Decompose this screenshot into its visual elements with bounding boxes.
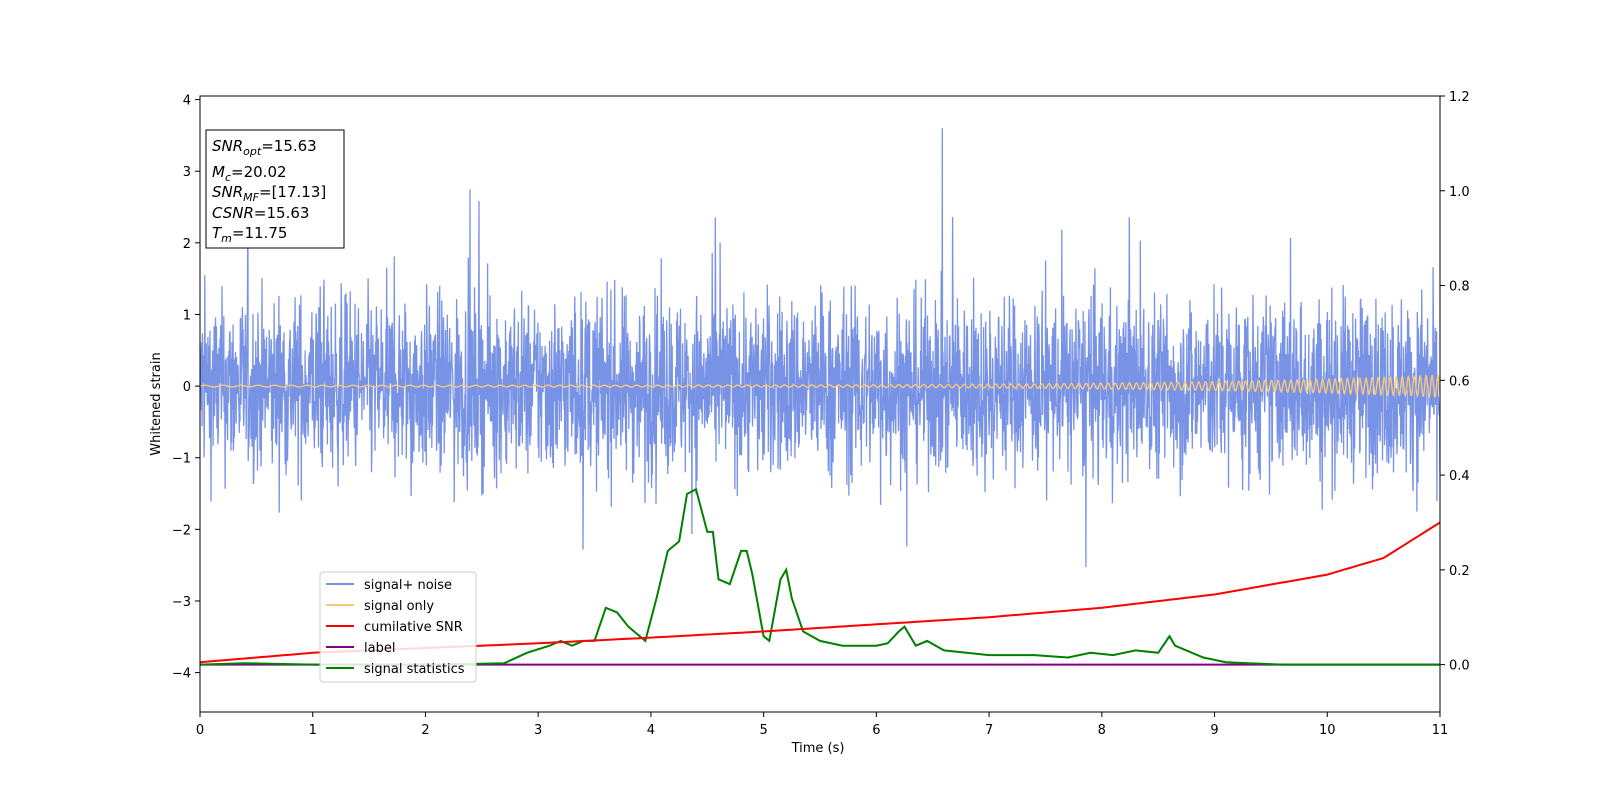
x-tick-label: 2 (421, 723, 429, 738)
x-tick-label: 4 (647, 723, 655, 738)
info-box-frame (205, 129, 345, 249)
x-tick-label: 5 (759, 723, 767, 738)
info-snr-mf: SNRMF=[17.13] (212, 183, 326, 204)
y2-tick-label: 0.2 (1449, 564, 1470, 579)
y-tick-label: 4 (183, 94, 191, 109)
x-tick-label: 11 (1432, 723, 1449, 738)
signal-only-line (200, 373, 1440, 399)
signal-noise-line (200, 128, 1440, 568)
y-tick-label: −2 (172, 523, 191, 538)
y2-tick-label: 1.2 (1449, 90, 1470, 105)
info-box: SNRopt=15.63 Mc=20.02 SNRMF=[17.13] CSNR… (205, 129, 345, 249)
info-tm: Tm=11.75 (212, 224, 287, 245)
x-tick-label: 9 (1210, 723, 1218, 738)
y2-tick-label: 0.0 (1449, 659, 1470, 674)
info-snr-opt: SNRopt=15.63 (212, 137, 317, 158)
y-tick-label: 1 (183, 308, 191, 323)
legend-label-signal-statistics: signal statistics (364, 662, 465, 677)
info-mc: Mc=20.02 (212, 163, 287, 184)
legend-label-label: label (364, 641, 395, 656)
info-csnr: CSNR=15.63 (212, 204, 309, 222)
legend-label-cumulative-snr: cumilative SNR (364, 620, 463, 635)
y-tick-label: 2 (183, 237, 191, 252)
x-axis-label: Time (s) (791, 741, 845, 756)
x-tick-label: 8 (1098, 723, 1106, 738)
x-tick-label: 10 (1319, 723, 1336, 738)
legend-frame (319, 571, 477, 683)
y-tick-label: 0 (183, 380, 191, 395)
y2-tick-label: 1.0 (1449, 185, 1470, 200)
y-axis-label: Whitened strain (149, 352, 164, 455)
legend-label-signal-noise: signal+ noise (364, 578, 452, 593)
plot-frame (199, 95, 1441, 713)
x-tick-label: 3 (534, 723, 542, 738)
y-tick-label: 3 (183, 165, 191, 180)
x-axis: 0 1 2 3 4 5 6 7 8 9 10 11 (196, 712, 1448, 738)
x-tick-label: 0 (196, 723, 204, 738)
y-tick-label: −4 (172, 667, 191, 682)
y-tick-label: −3 (172, 595, 191, 610)
y-tick-label: −1 (172, 452, 191, 467)
y-axis-left: −4 −3 −2 −1 0 1 2 3 4 (172, 94, 200, 682)
y2-tick-label: 0.4 (1449, 469, 1470, 484)
legend-label-signal-only: signal only (364, 599, 434, 614)
x-tick-label: 6 (872, 723, 880, 738)
x-tick-label: 7 (985, 723, 993, 738)
y2-tick-label: 0.6 (1449, 374, 1470, 389)
y-axis-right: 0.0 0.2 0.4 0.6 0.8 1.0 1.2 (1440, 90, 1470, 674)
x-tick-label: 1 (309, 723, 317, 738)
legend: signal+ noise signal only cumilative SNR… (319, 571, 477, 683)
y2-tick-label: 0.8 (1449, 280, 1470, 295)
